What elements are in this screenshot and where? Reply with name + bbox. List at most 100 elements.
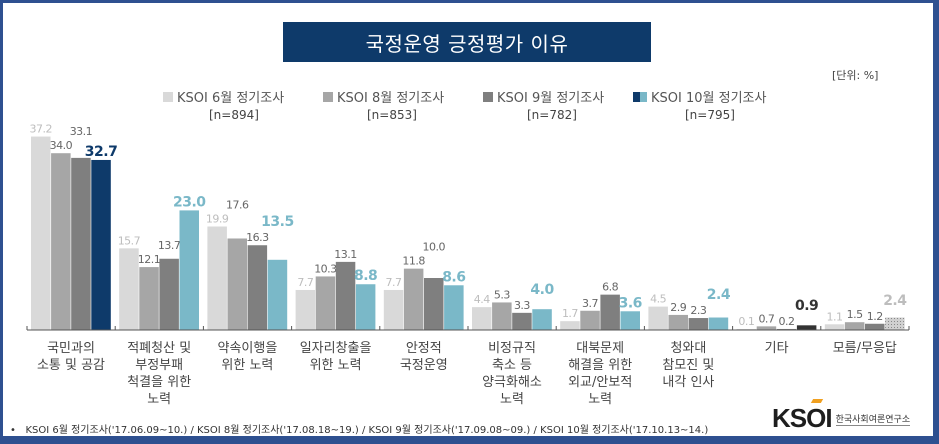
category-label: 안정적 국정운영 <box>399 341 448 373</box>
bar-5-series-3 <box>424 278 444 330</box>
data-label-9-series-1: 0.1 <box>738 315 754 328</box>
category-label: 기타 <box>764 341 789 356</box>
bar-1-series-1 <box>31 136 51 330</box>
data-label-1-series-1: 37.2 <box>30 123 53 136</box>
bar-8-series-2 <box>668 314 688 330</box>
legend-n-aug: [n=853] <box>367 108 417 122</box>
data-label-8-series-2: 2.9 <box>670 301 686 314</box>
bar-1-series-4 <box>91 159 111 330</box>
bar-8-series-4 <box>708 317 729 330</box>
bar-2-series-3 <box>159 258 179 330</box>
data-label-1-series-4: 32.7 <box>85 144 118 160</box>
bar-6-series-2 <box>492 302 512 330</box>
data-label-10-series-1: 1.1 <box>827 310 843 323</box>
bar-7-series-4 <box>620 311 640 330</box>
bar-8-series-1 <box>648 306 668 330</box>
bar-2-series-4 <box>179 210 199 330</box>
bar-6-series-4 <box>532 309 552 330</box>
category-label: 모름/무응답 <box>832 341 897 356</box>
data-label-6-series-1: 4.4 <box>474 293 490 306</box>
footnote: • KSOI 6월 정기조사('17.06.09~10.) / KSOI 8월 … <box>10 421 708 436</box>
chart-title: 국정운영 긍정평가 이유 <box>283 22 651 62</box>
data-label-5-series-1: 7.7 <box>386 276 402 289</box>
data-label-4-series-1: 7.7 <box>297 276 313 289</box>
bar-2-series-1 <box>119 248 139 330</box>
legend-label-sep: KSOI 9월 정기조사 <box>497 91 605 106</box>
bar-5-series-2 <box>403 268 424 330</box>
bar-8-series-3 <box>688 318 709 330</box>
legend-swatch-aug <box>323 91 333 102</box>
logo-mark-text: KSOI <box>772 403 833 433</box>
data-label-4-series-4: 8.8 <box>354 268 377 284</box>
bar-10-series-4 <box>885 317 905 330</box>
data-label-7-series-4: 3.6 <box>619 295 642 311</box>
bar-10-series-3 <box>865 323 885 330</box>
bar-3-series-1 <box>207 226 227 330</box>
data-label-4-series-2: 10.3 <box>314 262 337 275</box>
data-label-6-series-4: 4.0 <box>530 282 554 298</box>
bar-7-series-2 <box>580 310 600 330</box>
data-label-9-series-2: 0.7 <box>758 312 774 325</box>
data-label-5-series-4: 8.6 <box>442 269 465 285</box>
data-label-3-series-2: 17.6 <box>226 199 249 212</box>
category-label: 비정규직 축소 등 양극화해소 노력 <box>482 341 542 407</box>
data-label-9-series-3: 0.2 <box>779 315 795 328</box>
category-label: 국민과의 소통 및 공감 <box>36 341 106 373</box>
bar-10-series-2 <box>844 322 865 330</box>
legend-swatch-sep <box>483 91 493 102</box>
data-label-8-series-1: 4.5 <box>650 293 666 306</box>
bar-1-series-2 <box>51 153 71 330</box>
bar-4-series-4 <box>355 284 376 330</box>
legend-n-jun: [n=894] <box>209 108 259 122</box>
data-label-2-series-1: 15.7 <box>118 234 141 247</box>
legend-n-sep: [n=782] <box>527 108 577 122</box>
data-label-3-series-3: 16.3 <box>246 231 269 244</box>
bar-3-series-2 <box>227 238 247 330</box>
legend-item-aug: KSOI 8월 정기조사 <box>323 87 444 106</box>
data-label-9-series-4: 0.9 <box>795 298 818 314</box>
legend-label-oct: KSOI 10월 정기조사 <box>651 91 767 106</box>
bar-4-series-1 <box>295 289 316 330</box>
legend-item-sep: KSOI 9월 정기조사 <box>483 87 604 106</box>
data-label-7-series-3: 6.8 <box>602 281 618 294</box>
data-label-6-series-2: 5.3 <box>494 288 510 301</box>
bar-6-series-1 <box>472 307 492 330</box>
data-label-3-series-1: 19.9 <box>206 213 229 226</box>
legend-item-oct: KSOI 10월 정기조사 <box>633 87 766 106</box>
data-label-10-series-3: 1.2 <box>867 310 883 323</box>
bar-7-series-3 <box>600 294 620 330</box>
legend-swatch-oct <box>633 91 647 102</box>
bar-6-series-3 <box>512 312 532 330</box>
data-label-1-series-3: 33.1 <box>70 125 93 138</box>
data-label-4-series-3: 13.1 <box>334 248 357 261</box>
bar-2-series-2 <box>139 267 159 330</box>
logo-text: 한국사회여론연구소 <box>835 412 911 426</box>
legend-label-aug: KSOI 8월 정기조사 <box>337 91 445 106</box>
category-label: 대북문제 해결을 위한 외교/안보적 노력 <box>568 341 633 407</box>
data-label-2-series-2: 12.1 <box>138 253 161 266</box>
category-label: 청와대 참모진 및 내각 인사 <box>662 341 715 390</box>
category-label: 일자리창출을 위한 노력 <box>299 341 372 373</box>
data-label-2-series-3: 13.7 <box>158 239 181 252</box>
bar-9-series-3 <box>776 328 797 330</box>
footnote-bullet: • <box>10 425 16 436</box>
data-label-10-series-2: 1.5 <box>847 308 863 321</box>
legend-swatch-jun <box>163 91 173 102</box>
bar-5-series-4 <box>444 285 464 330</box>
data-label-8-series-4: 2.4 <box>707 287 731 303</box>
legend-item-jun: KSOI 6월 정기조사 <box>163 87 284 106</box>
data-label-2-series-4: 23.0 <box>173 194 206 210</box>
chart-title-text: 국정운영 긍정평가 이유 <box>365 31 569 56</box>
logo-mark: KSOI <box>772 399 833 434</box>
bar-5-series-1 <box>383 289 404 330</box>
chart-panel <box>3 3 933 436</box>
bar-7-series-1 <box>560 321 580 330</box>
unit-label: [단위: %] <box>832 69 879 82</box>
bar-9-series-4 <box>796 325 817 330</box>
data-label-1-series-2: 34.0 <box>50 139 73 152</box>
footnote-text: KSOI 6월 정기조사('17.06.09~10.) / KSOI 8월 정기… <box>25 425 709 436</box>
ksoi-logo: KSOI 한국사회여론연구소 <box>772 399 911 434</box>
bar-1-series-3 <box>71 157 91 330</box>
legend-n-oct: [n=795] <box>685 108 735 122</box>
